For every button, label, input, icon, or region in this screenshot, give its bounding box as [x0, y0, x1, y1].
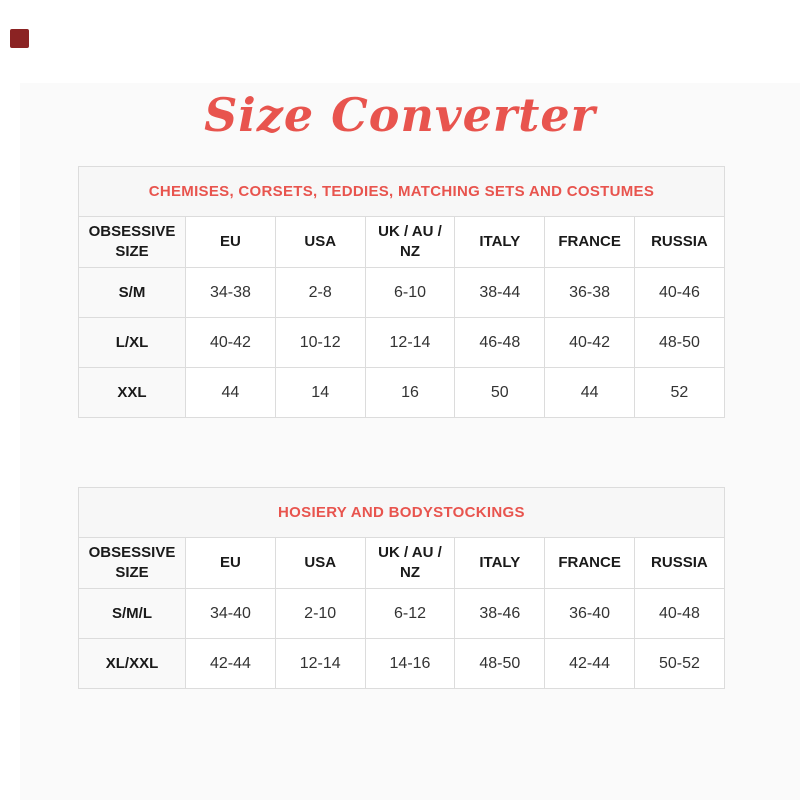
- size-value: 50-52: [633, 638, 725, 689]
- size-value: 12-14: [274, 638, 366, 689]
- column-header-italy: ITALY: [454, 216, 546, 268]
- table-caption: HOSIERY AND BODYSTOCKINGS: [78, 487, 725, 538]
- size-table-hosiery: HOSIERY AND BODYSTOCKINGS OBSESSIVE SIZE…: [78, 487, 725, 689]
- column-header-russia: RUSSIA: [633, 537, 725, 589]
- table-caption-row: CHEMISES, CORSETS, TEDDIES, MATCHING SET…: [78, 166, 725, 217]
- size-label: XXL: [78, 367, 186, 418]
- size-value: 44: [185, 367, 276, 418]
- size-value: 34-38: [185, 267, 276, 318]
- table-row: XL/XXL 42-44 12-14 14-16 48-50 42-44 50-…: [78, 638, 725, 689]
- size-value: 6-10: [364, 267, 456, 318]
- column-header-obsessive-size: OBSESSIVE SIZE: [78, 537, 186, 589]
- column-header-france: FRANCE: [544, 537, 635, 589]
- table-row: XXL 44 14 16 50 44 52: [78, 367, 725, 418]
- column-header-russia: RUSSIA: [633, 216, 725, 268]
- size-value: 48-50: [633, 317, 725, 368]
- size-value: 40-46: [633, 267, 725, 318]
- table-row: L/XL 40-42 10-12 12-14 46-48 40-42 48-50: [78, 317, 725, 368]
- size-table-chemises: CHEMISES, CORSETS, TEDDIES, MATCHING SET…: [78, 166, 725, 418]
- size-value: 12-14: [364, 317, 456, 368]
- column-header-obsessive-size: OBSESSIVE SIZE: [78, 216, 186, 268]
- size-value: 34-40: [185, 588, 276, 639]
- table-header-row: OBSESSIVE SIZE EU USA UK / AU / NZ ITALY…: [78, 216, 725, 268]
- size-label: S/M/L: [78, 588, 186, 639]
- size-value: 2-10: [274, 588, 366, 639]
- size-value: 40-42: [185, 317, 276, 368]
- size-value: 6-12: [364, 588, 456, 639]
- column-header-usa: USA: [274, 537, 366, 589]
- size-label: XL/XXL: [78, 638, 186, 689]
- size-label: L/XL: [78, 317, 186, 368]
- size-value: 14: [274, 367, 366, 418]
- size-value: 36-40: [544, 588, 635, 639]
- size-value: 36-38: [544, 267, 635, 318]
- size-label: S/M: [78, 267, 186, 318]
- column-header-uk-au-nz: UK / AU / NZ: [364, 216, 456, 268]
- table-caption-row: HOSIERY AND BODYSTOCKINGS: [78, 487, 725, 538]
- column-header-usa: USA: [274, 216, 366, 268]
- size-value: 52: [633, 367, 725, 418]
- table-row: S/M 34-38 2-8 6-10 38-44 36-38 40-46: [78, 267, 725, 318]
- size-value: 38-46: [454, 588, 546, 639]
- size-value: 40-48: [633, 588, 725, 639]
- column-header-eu: EU: [185, 537, 276, 589]
- page-title: Size Converter: [204, 88, 596, 142]
- table-row: S/M/L 34-40 2-10 6-12 38-46 36-40 40-48: [78, 588, 725, 639]
- size-value: 10-12: [274, 317, 366, 368]
- size-value: 42-44: [544, 638, 635, 689]
- size-value: 42-44: [185, 638, 276, 689]
- column-header-eu: EU: [185, 216, 276, 268]
- size-value: 40-42: [544, 317, 635, 368]
- size-value: 16: [364, 367, 456, 418]
- logo-mark: [10, 29, 29, 48]
- size-value: 46-48: [454, 317, 546, 368]
- size-value: 14-16: [364, 638, 456, 689]
- size-value: 48-50: [454, 638, 546, 689]
- table-header-row: OBSESSIVE SIZE EU USA UK / AU / NZ ITALY…: [78, 537, 725, 589]
- size-value: 2-8: [274, 267, 366, 318]
- table-caption: CHEMISES, CORSETS, TEDDIES, MATCHING SET…: [78, 166, 725, 217]
- size-value: 44: [544, 367, 635, 418]
- column-header-italy: ITALY: [454, 537, 546, 589]
- size-value: 38-44: [454, 267, 546, 318]
- column-header-uk-au-nz: UK / AU / NZ: [364, 537, 456, 589]
- column-header-france: FRANCE: [544, 216, 635, 268]
- size-value: 50: [454, 367, 546, 418]
